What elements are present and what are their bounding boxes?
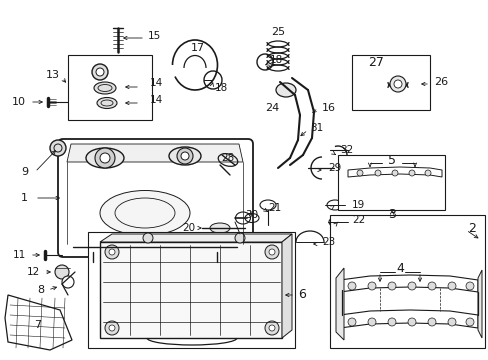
Ellipse shape bbox=[97, 98, 117, 108]
Text: 6: 6 bbox=[297, 288, 305, 302]
Text: 5: 5 bbox=[387, 153, 395, 166]
Circle shape bbox=[92, 64, 108, 80]
Text: 28: 28 bbox=[221, 153, 234, 163]
Text: 21: 21 bbox=[267, 203, 281, 213]
Circle shape bbox=[181, 152, 189, 160]
Ellipse shape bbox=[209, 223, 229, 233]
Circle shape bbox=[424, 170, 430, 176]
Circle shape bbox=[268, 249, 274, 255]
Text: 19: 19 bbox=[351, 200, 365, 210]
Polygon shape bbox=[100, 242, 282, 338]
Circle shape bbox=[347, 318, 355, 326]
Text: 13: 13 bbox=[46, 70, 60, 80]
Text: 16: 16 bbox=[321, 103, 335, 113]
Text: 24: 24 bbox=[264, 103, 279, 113]
Text: 12: 12 bbox=[27, 267, 40, 277]
Circle shape bbox=[391, 170, 397, 176]
Text: 20: 20 bbox=[182, 223, 195, 233]
Text: 2: 2 bbox=[467, 221, 475, 234]
Circle shape bbox=[142, 233, 153, 243]
Circle shape bbox=[55, 265, 69, 279]
Text: 22: 22 bbox=[351, 215, 365, 225]
Circle shape bbox=[387, 282, 395, 290]
Circle shape bbox=[465, 282, 473, 290]
Circle shape bbox=[105, 245, 119, 259]
Text: 18: 18 bbox=[269, 55, 283, 65]
Ellipse shape bbox=[100, 190, 190, 235]
Circle shape bbox=[109, 249, 115, 255]
Polygon shape bbox=[339, 275, 477, 292]
Circle shape bbox=[347, 282, 355, 290]
Bar bbox=[88, 232, 294, 348]
Circle shape bbox=[367, 318, 375, 326]
Text: 1: 1 bbox=[21, 193, 28, 203]
Text: 15: 15 bbox=[148, 31, 161, 41]
Text: 7: 7 bbox=[34, 320, 41, 330]
Text: 27: 27 bbox=[367, 55, 383, 68]
Circle shape bbox=[427, 282, 435, 290]
Ellipse shape bbox=[94, 82, 116, 94]
Circle shape bbox=[105, 321, 119, 335]
Bar bbox=[329, 215, 484, 348]
Circle shape bbox=[393, 80, 401, 88]
Circle shape bbox=[96, 68, 104, 76]
Circle shape bbox=[407, 282, 415, 290]
Polygon shape bbox=[67, 144, 243, 162]
Circle shape bbox=[356, 170, 362, 176]
Circle shape bbox=[427, 318, 435, 326]
Circle shape bbox=[109, 325, 115, 331]
Bar bbox=[351, 55, 429, 110]
Bar bbox=[68, 55, 152, 120]
Circle shape bbox=[374, 170, 380, 176]
FancyBboxPatch shape bbox=[58, 139, 252, 257]
Polygon shape bbox=[477, 270, 481, 338]
Circle shape bbox=[264, 245, 279, 259]
Circle shape bbox=[177, 148, 193, 164]
Text: 32: 32 bbox=[339, 145, 352, 155]
Circle shape bbox=[100, 153, 110, 163]
Circle shape bbox=[447, 282, 455, 290]
Text: 18: 18 bbox=[215, 83, 228, 93]
Text: 30: 30 bbox=[245, 210, 258, 220]
Circle shape bbox=[264, 321, 279, 335]
Ellipse shape bbox=[275, 83, 295, 97]
Text: 14: 14 bbox=[150, 78, 163, 88]
Circle shape bbox=[407, 318, 415, 326]
Text: 10: 10 bbox=[12, 97, 26, 107]
Polygon shape bbox=[282, 234, 291, 338]
Circle shape bbox=[62, 276, 74, 288]
Text: 11: 11 bbox=[13, 250, 26, 260]
Polygon shape bbox=[100, 234, 291, 242]
Text: 26: 26 bbox=[433, 77, 447, 87]
Circle shape bbox=[389, 76, 405, 92]
Polygon shape bbox=[339, 310, 477, 328]
Polygon shape bbox=[335, 268, 343, 340]
Polygon shape bbox=[347, 167, 441, 177]
Text: 14: 14 bbox=[150, 95, 163, 105]
Circle shape bbox=[408, 170, 414, 176]
Ellipse shape bbox=[169, 147, 201, 165]
Ellipse shape bbox=[86, 148, 124, 168]
Circle shape bbox=[367, 282, 375, 290]
Circle shape bbox=[447, 318, 455, 326]
Circle shape bbox=[235, 233, 244, 243]
Circle shape bbox=[50, 140, 66, 156]
Text: 23: 23 bbox=[321, 237, 335, 247]
Text: 25: 25 bbox=[270, 27, 285, 37]
Text: 17: 17 bbox=[190, 43, 204, 53]
Text: 29: 29 bbox=[327, 163, 341, 173]
Text: 3: 3 bbox=[387, 208, 395, 221]
Bar bbox=[337, 155, 444, 210]
Circle shape bbox=[95, 148, 115, 168]
Polygon shape bbox=[5, 295, 72, 350]
Circle shape bbox=[387, 318, 395, 326]
Text: 8: 8 bbox=[37, 285, 44, 295]
Circle shape bbox=[465, 318, 473, 326]
Text: 9: 9 bbox=[21, 167, 28, 177]
Circle shape bbox=[268, 325, 274, 331]
Text: 4: 4 bbox=[395, 261, 403, 274]
Text: 31: 31 bbox=[309, 123, 323, 133]
